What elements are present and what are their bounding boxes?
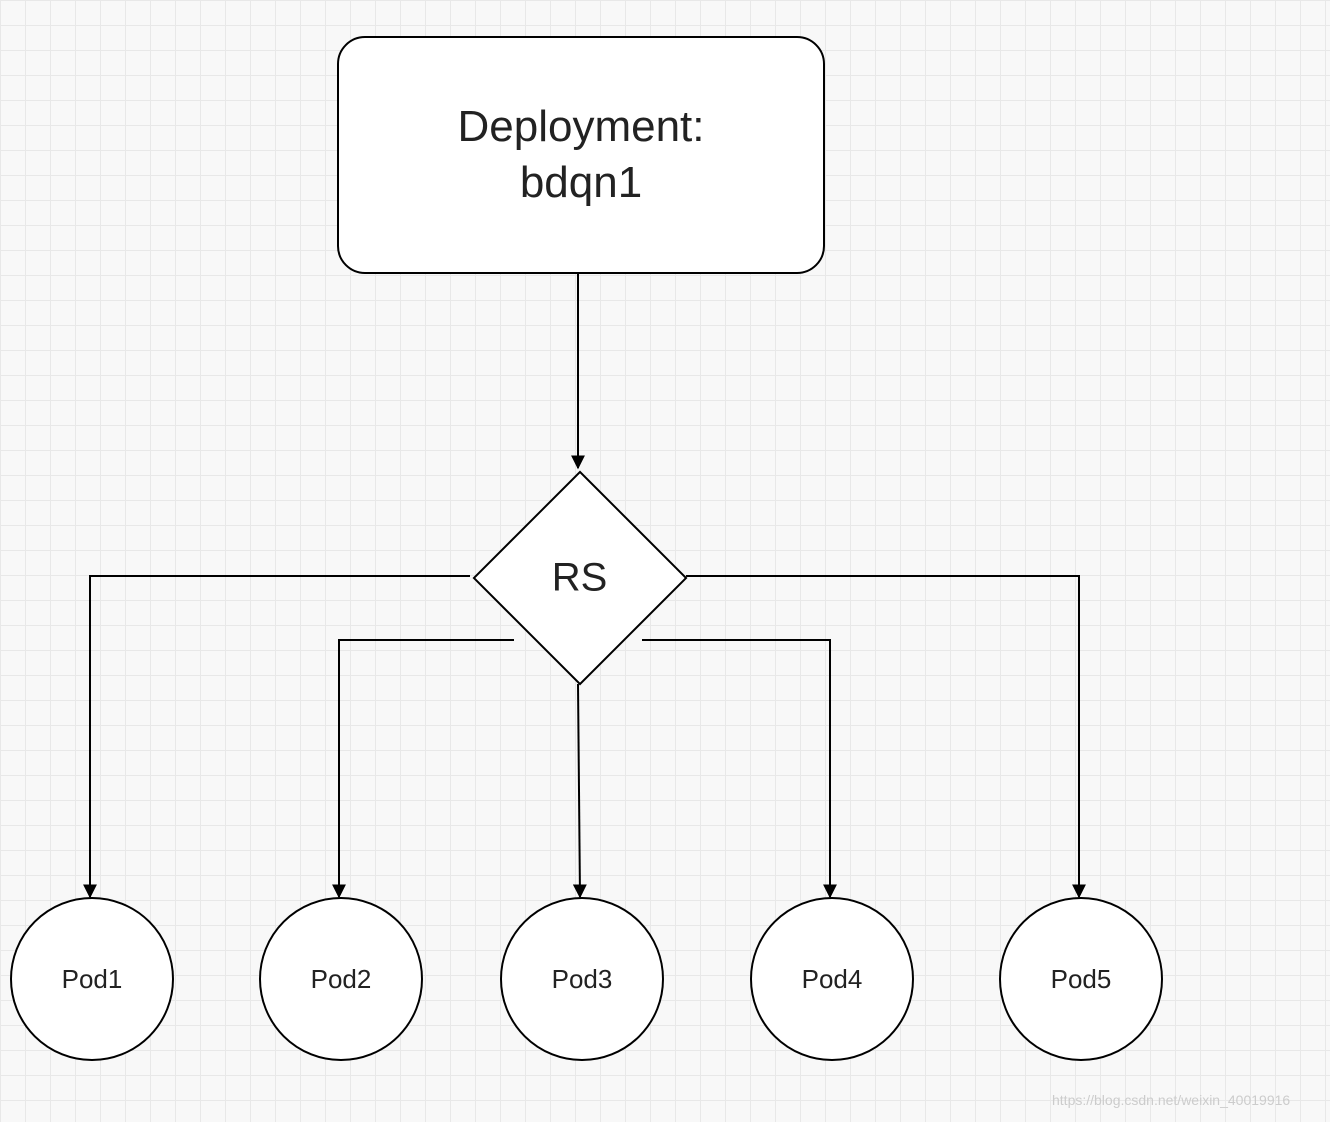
pod-label: Pod1 xyxy=(62,964,123,995)
pod-node: Pod5 xyxy=(999,897,1163,1061)
pod-node: Pod2 xyxy=(259,897,423,1061)
pod-node: Pod3 xyxy=(500,897,664,1061)
replicaset-node: RS xyxy=(473,471,688,686)
pod-node: Pod4 xyxy=(750,897,914,1061)
watermark-text: https://blog.csdn.net/weixin_40019916 xyxy=(1052,1092,1290,1108)
pod-label: Pod3 xyxy=(552,964,613,995)
deployment-title: Deployment: xyxy=(457,102,704,152)
pod-node: Pod1 xyxy=(10,897,174,1061)
pod-label: Pod2 xyxy=(311,964,372,995)
deployment-name: bdqn1 xyxy=(520,158,642,208)
deployment-node: Deployment: bdqn1 xyxy=(337,36,825,274)
diagram-canvas: Deployment: bdqn1 RS Pod1 Pod2 Pod3 Pod4 Pod… xyxy=(0,0,1330,1122)
replicaset-label: RS xyxy=(552,555,608,600)
pod-label: Pod4 xyxy=(802,964,863,995)
pod-label: Pod5 xyxy=(1051,964,1112,995)
